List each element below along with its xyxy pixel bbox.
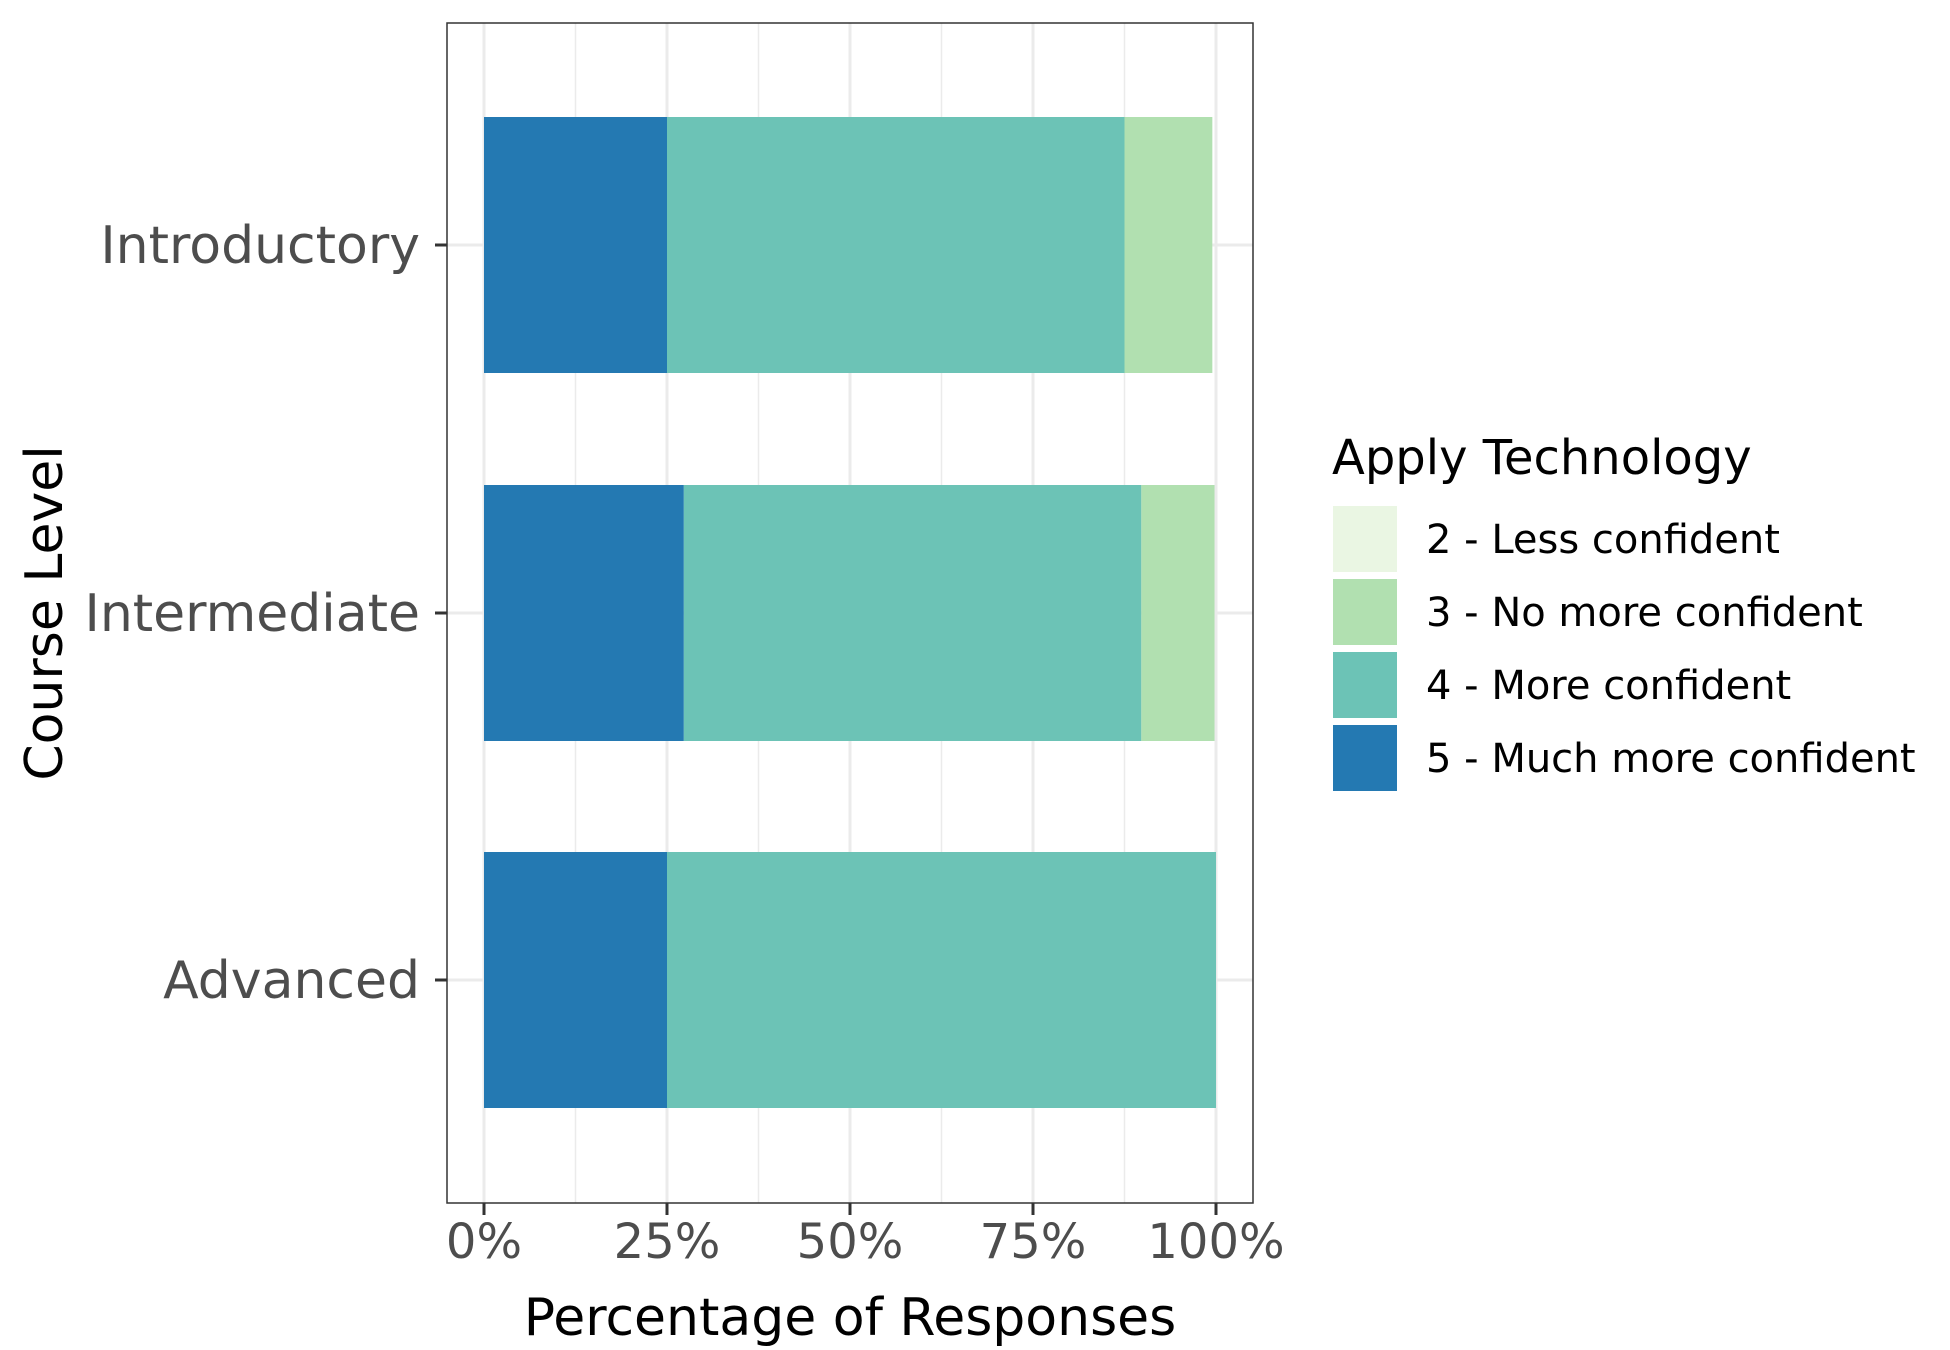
legend: Apply Technology 2 - Less confident 3 - N… (1331, 430, 1916, 793)
y-tick-label: Intermediate (85, 584, 421, 644)
legend-label: 4 - More confident (1426, 663, 1791, 709)
x-axis-title: Percentage of Responses (524, 1288, 1177, 1348)
legend-swatch (1331, 650, 1399, 720)
legend-swatch (1331, 723, 1399, 793)
x-tick-label: 75% (980, 1214, 1087, 1270)
bar-segment (484, 852, 667, 1108)
y-tick-label: Advanced (163, 951, 420, 1011)
legend-swatch (1331, 504, 1399, 574)
y-axis: Introductory Intermediate Advanced (85, 216, 447, 1011)
bar-segment (683, 485, 1142, 741)
legend-items: 2 - Less confident 3 - No more confident 4… (1331, 504, 1916, 793)
bar-segment (1124, 117, 1213, 373)
legend-label: 3 - No more confident (1426, 590, 1863, 636)
x-tick-label: 25% (614, 1214, 721, 1270)
x-tick-label: 100% (1147, 1214, 1284, 1270)
x-axis: 0% 25% 50% 75% 100% (446, 1203, 1285, 1270)
legend-label: 5 - Much more confident (1426, 736, 1916, 782)
bar-segment (484, 485, 684, 741)
x-tick-label: 0% (446, 1214, 522, 1270)
x-tick-label: 50% (797, 1214, 904, 1270)
bar-segment (484, 117, 667, 373)
legend-label: 2 - Less confident (1426, 517, 1780, 563)
y-axis-title: Course Level (15, 445, 75, 780)
y-tick-label: Introductory (100, 216, 420, 276)
bar-segment (667, 117, 1125, 373)
bars (484, 117, 1216, 1108)
bar-segment (1141, 485, 1215, 741)
legend-swatch (1331, 577, 1399, 647)
legend-title: Apply Technology (1332, 430, 1752, 486)
bar-segment (667, 852, 1216, 1108)
